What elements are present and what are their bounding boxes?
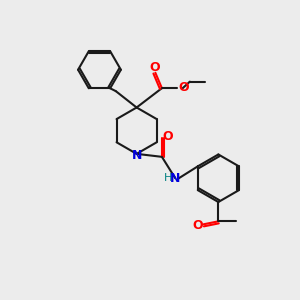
- Text: N: N: [170, 172, 181, 185]
- Text: O: O: [193, 219, 203, 232]
- Text: O: O: [178, 81, 189, 94]
- Text: O: O: [149, 61, 160, 74]
- Text: H: H: [164, 173, 172, 183]
- Text: O: O: [163, 130, 173, 143]
- Text: N: N: [131, 149, 142, 162]
